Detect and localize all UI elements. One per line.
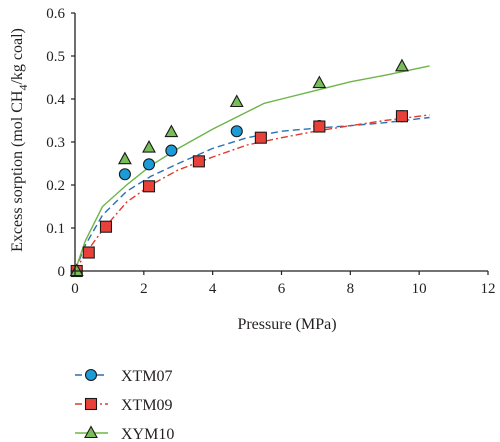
x-tick-label: 10 xyxy=(412,281,427,297)
data-point-xym10 xyxy=(395,58,409,72)
data-point-xtm09 xyxy=(82,246,95,259)
legend-item-xtm09: XTM09 xyxy=(75,397,173,414)
data-point-xym10 xyxy=(164,124,179,138)
axes xyxy=(74,13,488,272)
data-point-xym10 xyxy=(312,75,327,89)
x-ticks: 0 2 4 6 8 10 12 xyxy=(71,271,496,297)
y-tick-label: 0.1 xyxy=(46,221,65,237)
data-point-xtm09 xyxy=(142,180,156,193)
y-tick-label: 0.4 xyxy=(46,92,65,108)
legend-label: XYM10 xyxy=(121,426,174,442)
y-axis-label-subscript: 4 xyxy=(16,85,30,91)
x-tick-label: 8 xyxy=(347,281,355,297)
x-tick-label: 0 xyxy=(71,281,79,297)
data-point-xtm09 xyxy=(254,131,267,144)
data-point-xym10 xyxy=(142,139,156,153)
legend-item-xym10: XYM10 xyxy=(75,425,174,442)
data-point-xtm09 xyxy=(99,220,113,233)
legend-marker-swatch xyxy=(84,368,98,382)
x-axis-label: Pressure (MPa) xyxy=(237,316,336,333)
data-point-xym10 xyxy=(117,151,132,165)
legend-label: XTM09 xyxy=(121,397,173,414)
series-xtm07-points xyxy=(70,110,409,278)
x-tick-label: 4 xyxy=(209,281,217,297)
data-point-xtm07 xyxy=(165,144,178,157)
data-point-xtm09 xyxy=(192,155,205,168)
y-axis-label-suffix: /kg coal) xyxy=(9,28,26,84)
y-tick-label: 0.3 xyxy=(46,135,65,151)
x-tick-label: 6 xyxy=(278,281,286,297)
data-point-xtm07 xyxy=(118,168,131,181)
fit-line-xtm07 xyxy=(74,116,430,272)
y-tick-label: 0.6 xyxy=(46,6,65,22)
plot-area xyxy=(69,58,430,278)
data-point-xym10 xyxy=(69,263,84,277)
y-axis-label-prefix: Excess sorption (mol CH xyxy=(9,90,26,252)
legend-marker-swatch xyxy=(84,397,98,411)
y-tick-label: 0.2 xyxy=(46,178,65,194)
y-ticks: 0 0.1 0.2 0.3 0.4 0.5 0.6 xyxy=(46,6,75,280)
y-tick-label: 0.5 xyxy=(46,49,65,65)
data-point-xtm07 xyxy=(142,158,156,171)
fit-line-xym10 xyxy=(74,65,430,272)
legend-marker-swatch xyxy=(84,425,98,439)
data-point-xtm07 xyxy=(230,125,243,138)
legend-item-xtm07: XTM07 xyxy=(75,368,173,385)
x-tick-label: 2 xyxy=(140,281,148,297)
data-point-xym10 xyxy=(229,94,244,108)
legend-label: XTM07 xyxy=(121,368,173,385)
legend: XTM07 XTM09 XYM10 xyxy=(75,368,174,442)
x-tick-label: 12 xyxy=(481,281,496,297)
data-point-xtm09 xyxy=(395,110,409,123)
data-point-xtm09 xyxy=(313,120,326,133)
y-tick-label: 0 xyxy=(58,264,66,280)
y-axis-label: Excess sorption (mol CH4/kg coal) xyxy=(9,28,30,252)
series-xym10-points xyxy=(69,58,409,277)
fit-line-xtm09 xyxy=(74,114,430,272)
